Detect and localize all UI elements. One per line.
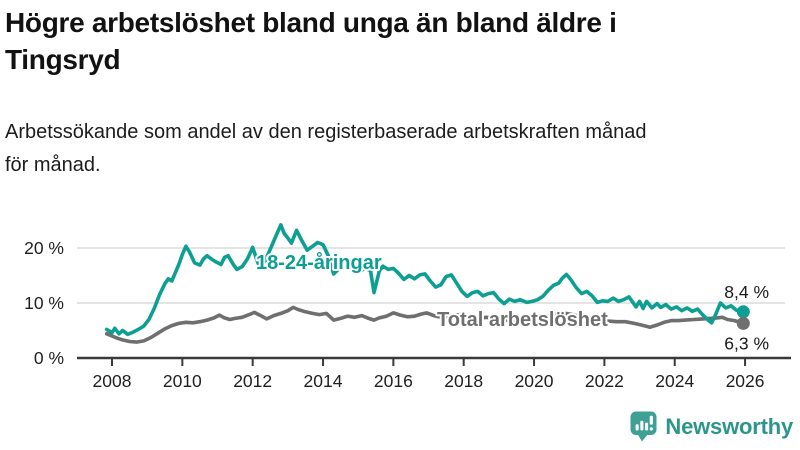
- series-line-total: [104, 305, 746, 344]
- subtitle-line-1: Arbetssökande som andel av den registerb…: [5, 121, 647, 143]
- series-line-youth: [104, 223, 746, 337]
- x-tick-label: 2008: [93, 371, 132, 391]
- chart-subtitle: Arbetssökande som andel av den registerb…: [5, 116, 791, 182]
- y-tick-label: 0 %: [34, 348, 64, 368]
- x-tick-label: 2020: [515, 371, 554, 391]
- x-tick-label: 2012: [233, 371, 272, 391]
- x-tick-label: 2024: [655, 371, 694, 391]
- x-tick-label: 2018: [444, 371, 483, 391]
- subtitle-line-2: för månad.: [5, 154, 101, 176]
- newsworthy-logo[interactable]: Newsworthy: [630, 411, 793, 442]
- series-label-total: Total arbetslöshet: [437, 309, 608, 331]
- series-label-youth: 18-24-åringar: [256, 251, 382, 274]
- end-value-label-youth: 8,4 %: [724, 282, 769, 302]
- y-tick-label: 10 %: [24, 293, 64, 313]
- title-line-2: Tingsryd: [5, 44, 121, 75]
- y-tick-label: 20 %: [24, 238, 64, 258]
- title-line-1: Högre arbetslöshet bland unga än bland ä…: [5, 7, 617, 38]
- end-dot-youth: [736, 305, 750, 319]
- x-tick-label: 2026: [726, 371, 765, 391]
- x-tick-label: 2016: [374, 371, 413, 391]
- newsworthy-logo-text: Newsworthy: [665, 413, 793, 439]
- x-tick-label: 2010: [163, 371, 202, 391]
- page-title: Högre arbetslöshet bland unga än bland ä…: [5, 4, 791, 78]
- newsworthy-icon: [630, 411, 657, 442]
- x-tick-label: 2022: [585, 371, 624, 391]
- end-value-label-total: 6,3 %: [724, 333, 769, 353]
- end-dot-total: [736, 316, 750, 330]
- x-tick-label: 2014: [304, 371, 343, 391]
